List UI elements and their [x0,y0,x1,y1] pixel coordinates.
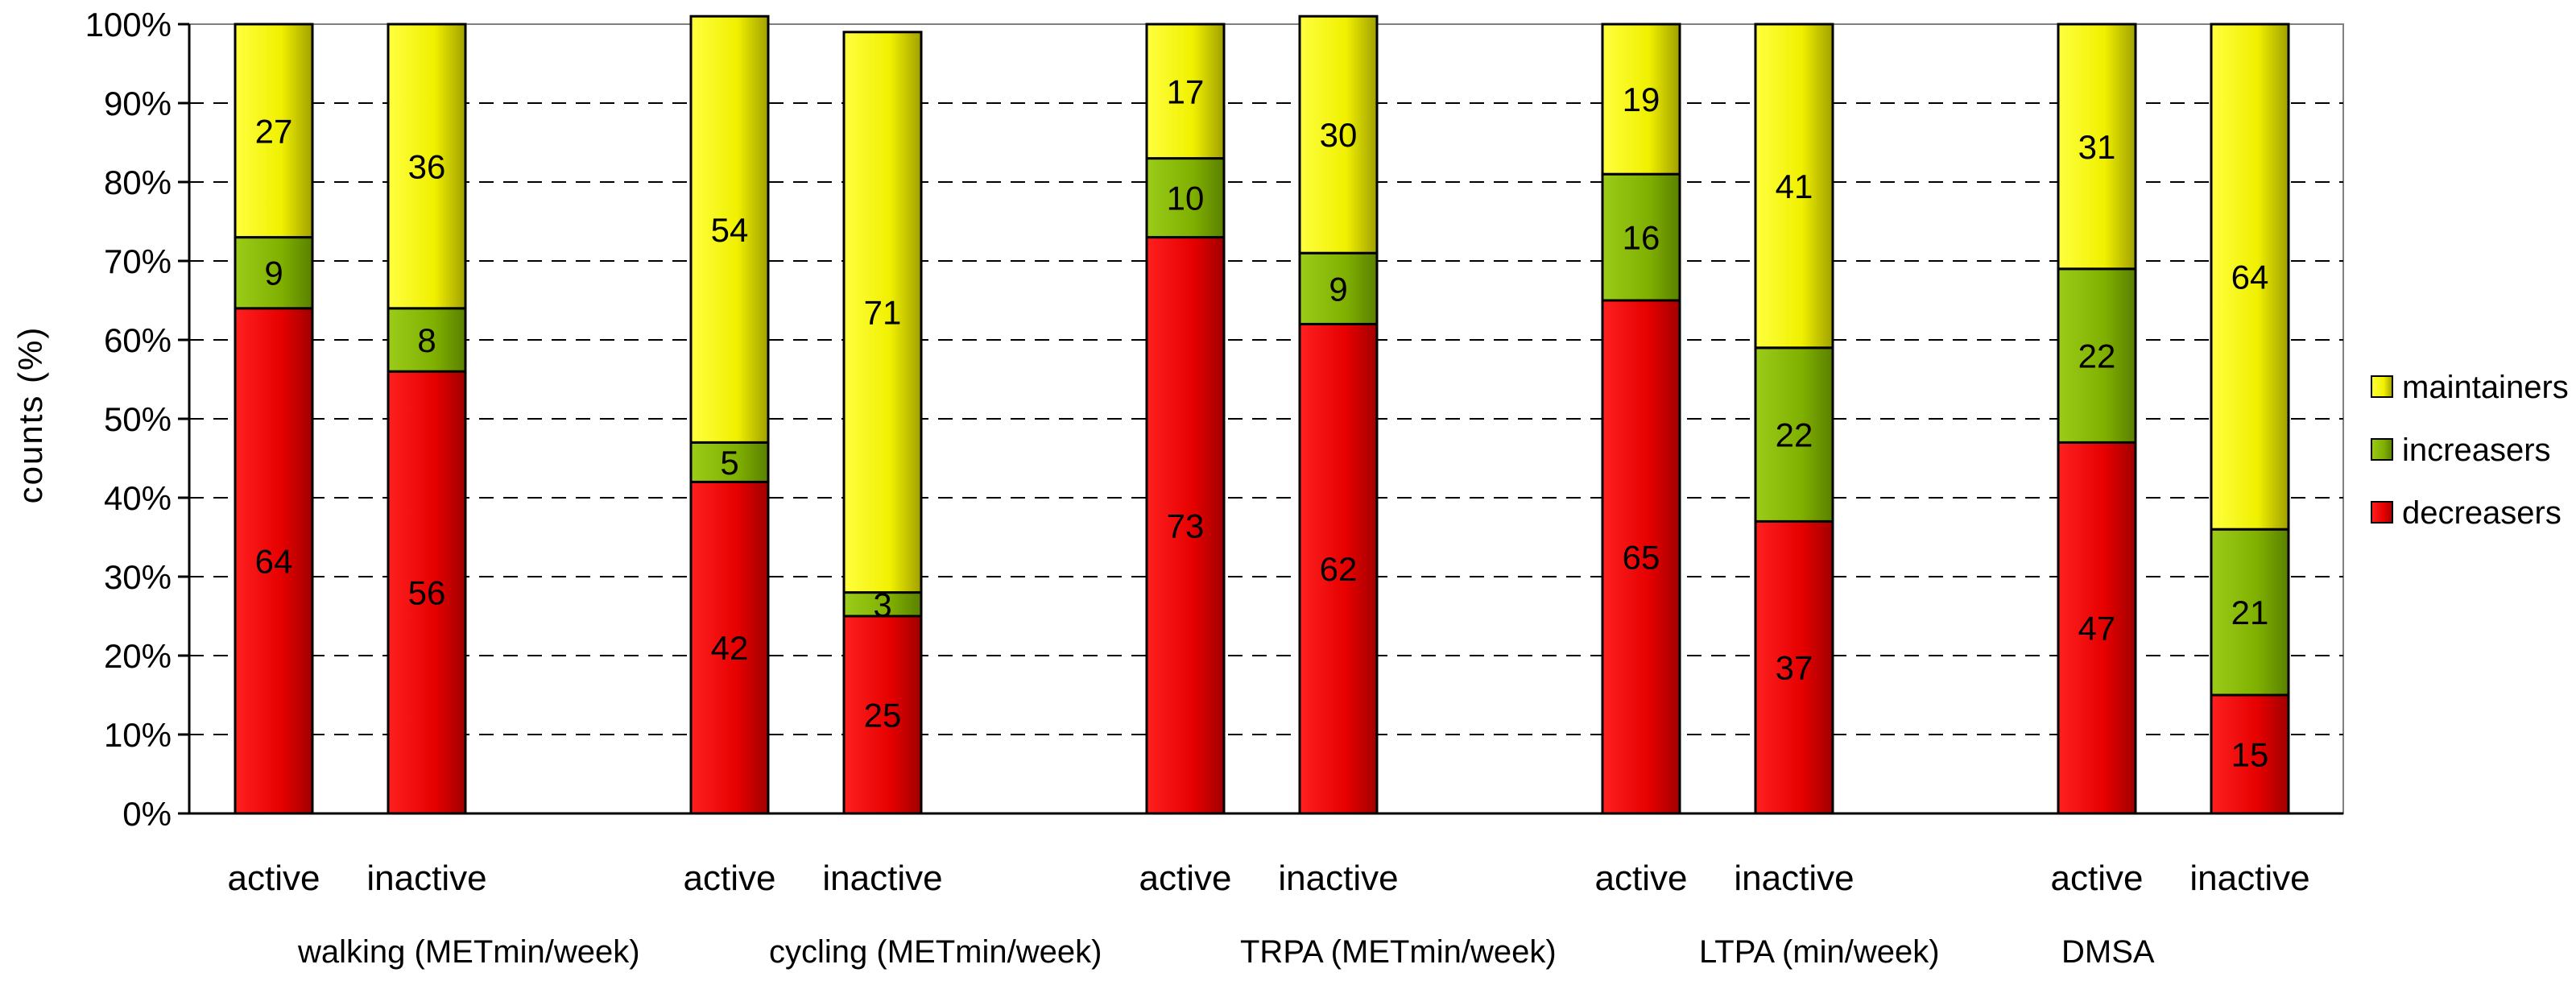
legend-swatch-increasers [2371,438,2393,461]
x-category-label: active [228,859,320,898]
data-label-increasers: 5 [720,444,738,482]
x-group-label: TRPA (METmin/week) [1240,934,1557,970]
x-category-label: active [2051,859,2144,898]
x-group-label: LTPA (min/week) [1699,934,1940,970]
data-label-decreasers: 42 [711,629,749,667]
data-label-decreasers: 15 [2231,736,2269,774]
bar-segment-increasers [234,236,314,310]
y-tick-label: 10% [104,716,172,754]
x-category-label: inactive [1734,859,1854,898]
bar-segment-increasers [2057,267,2137,444]
y-tick-label: 70% [104,242,172,280]
data-label-increasers: 21 [2231,594,2269,631]
bar-segment-maintainers [1298,14,1379,255]
bar-segment-maintainers [2210,23,2290,531]
bars: 64 9 27 56 8 36 42 5 54 25 3 71 73 10 17 62 9 30 65 16 19 37 2… [234,14,2290,815]
x-category-label: active [1139,859,1232,898]
legend-swatch-maintainers [2371,375,2393,398]
data-label-decreasers: 65 [1623,539,1660,577]
y-tick-label: 40% [104,479,172,517]
data-label-decreasers: 47 [2078,610,2116,648]
data-label-maintainers: 19 [1623,81,1660,118]
data-label-maintainers: 71 [864,294,902,332]
data-label-increasers: 9 [1329,270,1347,308]
bar-segment-decreasers [1298,322,1379,815]
x-category-label: inactive [822,859,942,898]
bar-segment-maintainers [842,31,923,594]
bar-segment-decreasers [234,307,314,815]
x-category-label: inactive [2189,859,2309,898]
bar-segment-maintainers [1754,23,1834,350]
data-label-maintainers: 54 [711,211,749,249]
y-axis-label: counts (%) [11,326,49,504]
x-category-label: inactive [1278,859,1398,898]
bar-segment-maintainers [689,14,770,444]
gridlines [188,23,2344,814]
y-tick-label: 20% [104,637,172,675]
data-label-maintainers: 41 [1776,168,1813,205]
y-tick-label: 50% [104,400,172,438]
bar-segment-increasers [1298,251,1379,325]
data-label-maintainers: 30 [1320,116,1358,154]
legend: maintainers increasers decreasers [2371,370,2569,531]
data-label-increasers: 22 [1776,416,1813,454]
data-label-increasers: 22 [2078,337,2116,375]
legend-label-maintainers: maintainers [2402,370,2569,405]
legend-swatch-decreasers [2371,501,2393,524]
bar-segment-maintainers [387,23,467,310]
bar-segment-maintainers [234,23,314,239]
data-label-decreasers: 64 [255,542,293,580]
legend-label-decreasers: decreasers [2402,495,2562,531]
data-label-increasers: 3 [873,586,891,623]
legend-label-increasers: increasers [2402,432,2551,468]
data-label-maintainers: 17 [1167,72,1205,110]
x-group-label: DMSA [2061,934,2155,970]
y-axis: 0% 10% 20% 30% 40% 50% 60% 70% 80% 90% 100% [85,6,191,833]
data-label-increasers: 16 [1623,219,1660,257]
x-category-label: active [684,859,776,898]
data-label-increasers: 10 [1167,180,1205,217]
x-category-label: inactive [366,859,486,898]
x-group-label: walking (METmin/week) [297,934,640,970]
data-label-decreasers: 37 [1776,649,1813,687]
data-label-decreasers: 25 [864,697,902,735]
y-tick-label: 100% [85,6,172,43]
bar-segment-increasers [387,307,467,373]
data-label-decreasers: 56 [408,574,446,612]
bar-segment-decreasers [842,615,923,815]
bar-segment-increasers [1145,157,1226,239]
x-category-label: active [1595,859,1688,898]
bar-segment-decreasers [1754,519,1834,815]
bar-segment-decreasers [689,480,770,815]
data-label-decreasers: 73 [1167,507,1205,544]
bar-segment-increasers [842,591,923,618]
bar-segment-maintainers [1145,23,1226,160]
x-group-label: cycling (METmin/week) [769,934,1102,970]
y-tick-label: 80% [104,163,172,201]
data-label-maintainers: 31 [2078,128,2116,166]
bar-segment-increasers [1754,346,1834,523]
y-tick-label: 60% [104,321,172,359]
bar-segment-maintainers [1601,23,1681,176]
data-label-decreasers: 62 [1320,550,1358,588]
y-tick-label: 30% [104,558,172,596]
data-label-increasers: 9 [264,255,283,292]
bar-segment-maintainers [2057,23,2137,271]
x-axis: active inactive active inactive active inacti… [189,812,2343,970]
y-tick-label: 0% [122,795,172,833]
data-label-maintainers: 27 [255,112,293,150]
data-label-maintainers: 36 [408,147,446,185]
y-tick-label: 90% [104,85,172,122]
bar-segment-increasers [1601,172,1681,302]
data-label-increasers: 8 [417,321,436,359]
data-label-maintainers: 64 [2231,259,2269,296]
